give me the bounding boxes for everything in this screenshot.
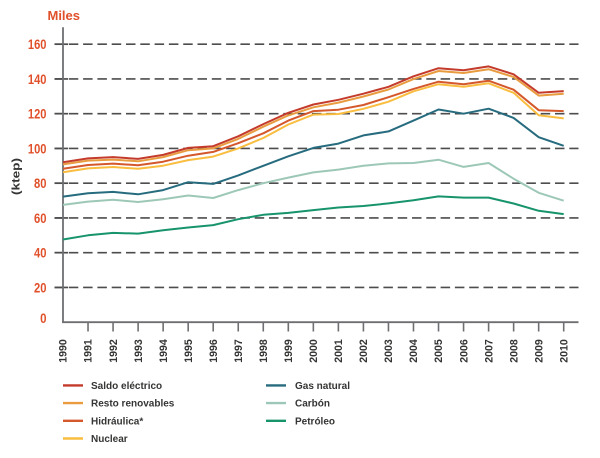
svg-text:1991: 1991 [83, 339, 95, 363]
svg-text:20: 20 [34, 280, 47, 295]
svg-text:Nuclear: Nuclear [91, 434, 128, 445]
svg-text:2003: 2003 [383, 339, 395, 363]
svg-text:1993: 1993 [133, 339, 145, 363]
svg-text:2004: 2004 [408, 339, 420, 363]
svg-text:1992: 1992 [108, 339, 120, 363]
svg-text:Miles: Miles [48, 9, 81, 23]
svg-text:2008: 2008 [508, 339, 520, 363]
svg-text:Hidráulica*: Hidráulica* [91, 416, 143, 427]
svg-text:2007: 2007 [483, 339, 495, 363]
svg-text:140: 140 [28, 72, 47, 87]
svg-text:2002: 2002 [358, 339, 370, 363]
svg-text:60: 60 [34, 211, 47, 226]
svg-text:1999: 1999 [283, 339, 295, 363]
svg-text:Gas natural: Gas natural [295, 381, 350, 392]
svg-text:2001: 2001 [333, 339, 345, 363]
svg-text:1997: 1997 [233, 339, 245, 363]
svg-text:2005: 2005 [433, 339, 445, 363]
svg-text:0: 0 [40, 311, 46, 326]
svg-text:Petróleo: Petróleo [295, 416, 335, 427]
svg-text:1990: 1990 [58, 339, 70, 363]
svg-text:2010: 2010 [558, 339, 570, 363]
svg-text:Saldo eléctrico: Saldo eléctrico [91, 381, 162, 392]
svg-text:120: 120 [28, 107, 47, 122]
svg-text:1995: 1995 [183, 339, 195, 363]
svg-text:Resto renovables: Resto renovables [91, 399, 175, 410]
svg-text:80: 80 [34, 176, 47, 191]
svg-text:100: 100 [28, 141, 47, 156]
svg-text:160: 160 [28, 37, 47, 52]
svg-text:40: 40 [34, 246, 47, 261]
svg-text:1998: 1998 [258, 339, 270, 363]
svg-text:2000: 2000 [308, 339, 320, 363]
svg-text:1996: 1996 [208, 339, 220, 363]
svg-text:(ktep): (ktep) [11, 158, 23, 195]
svg-text:1994: 1994 [158, 339, 170, 363]
svg-text:Carbón: Carbón [295, 399, 330, 410]
svg-text:2009: 2009 [533, 339, 545, 363]
svg-text:2006: 2006 [458, 339, 470, 363]
